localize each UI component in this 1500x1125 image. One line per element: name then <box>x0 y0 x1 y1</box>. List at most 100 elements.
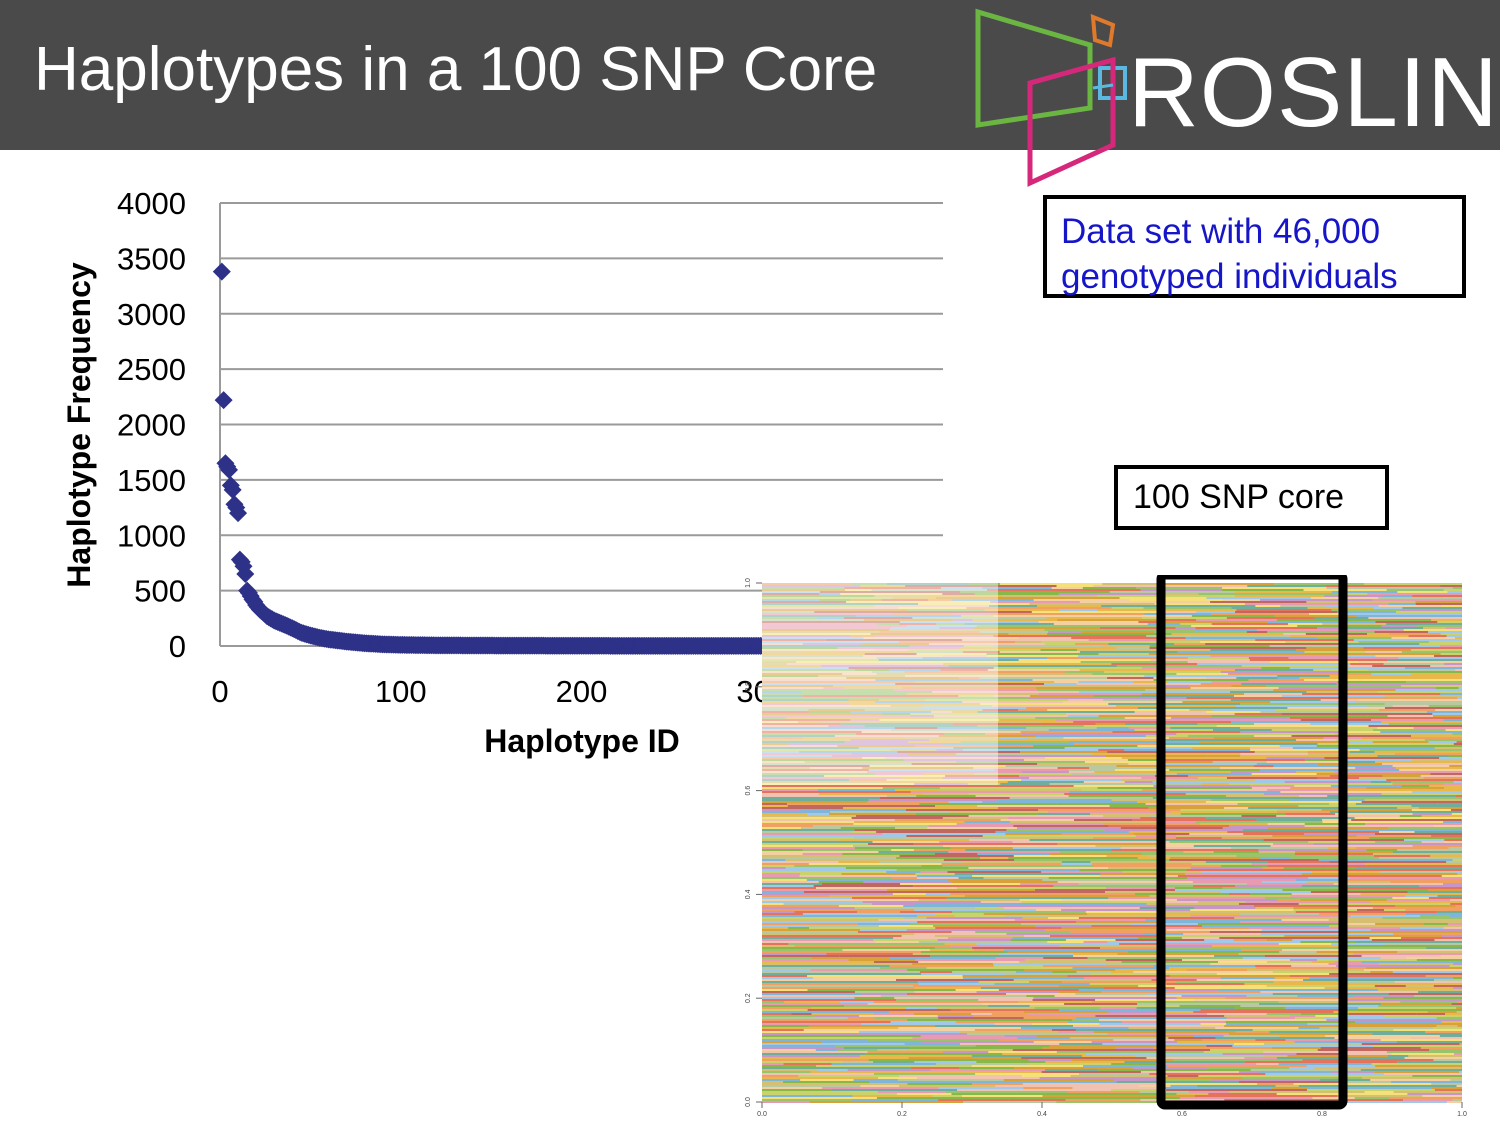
haplotype-segment <box>942 593 975 595</box>
haplotype-segment <box>962 639 1089 641</box>
haplotype-segment <box>762 627 892 629</box>
haplotype-segment <box>1220 767 1356 769</box>
haplotype-segment <box>822 1041 921 1043</box>
haplotype-segment <box>1212 761 1267 763</box>
haplotype-segment <box>987 589 1141 591</box>
haplotype-segment <box>1224 1099 1357 1101</box>
haplotype-segment <box>975 931 1071 933</box>
slide-title: Haplotypes in a 100 SNP Core <box>34 35 878 104</box>
haplotype-segment <box>1267 865 1367 867</box>
haplotype-segment <box>980 703 1109 705</box>
haplotype-segment <box>908 609 985 611</box>
haplotype-segment <box>1164 1077 1243 1079</box>
haplotype-segment <box>943 845 1096 847</box>
haplotype-segment <box>1370 781 1392 783</box>
haplotype-segment <box>1075 643 1109 645</box>
haplotype-segment <box>1343 593 1368 595</box>
haplotype-segment <box>762 967 881 969</box>
haplotype-segment <box>896 999 979 1001</box>
haplotype-segment <box>762 861 839 863</box>
haplotype-segment <box>1020 751 1108 753</box>
haplotype-segment <box>1043 597 1120 599</box>
haplotype-segment <box>936 1007 1035 1009</box>
haplotype-segment <box>918 961 1020 963</box>
haplotype-segment <box>1279 1035 1326 1037</box>
haplotype-segment <box>1407 891 1462 893</box>
haplotype-segment <box>1402 607 1462 609</box>
haplotype-segment <box>1370 1079 1451 1081</box>
haplotype-segment <box>1210 655 1342 657</box>
haplotype-segment <box>1041 871 1123 873</box>
haplotype-segment <box>808 927 936 929</box>
haplotype-segment <box>879 699 925 701</box>
haplotype-segment <box>1215 941 1252 943</box>
haplotype-segment <box>762 893 893 895</box>
haplotype-segment <box>1259 1003 1382 1005</box>
haplotype-segment <box>1443 719 1462 721</box>
haplotype-segment <box>1030 695 1094 697</box>
haplotype-segment <box>1266 1013 1301 1015</box>
haplotype-segment <box>1285 1039 1381 1041</box>
haplotype-segment <box>1458 687 1462 689</box>
haplotype-segment <box>1361 737 1462 739</box>
haplotype-segment <box>1389 633 1441 635</box>
haplotype-segment <box>1142 617 1227 619</box>
haplotype-segment <box>979 857 1009 859</box>
haplotype-segment <box>1169 769 1260 771</box>
haplotype-segment <box>850 635 875 637</box>
haplotype-segment <box>917 697 1029 699</box>
haplotype-segment <box>869 1081 971 1083</box>
haplotype-segment <box>1220 865 1268 867</box>
haplotype-segment <box>1331 609 1400 611</box>
haplotype-segment <box>1118 761 1162 763</box>
haplotype-segment <box>1372 665 1431 667</box>
haplotype-segment <box>1058 1093 1177 1095</box>
haplotype-segment <box>762 1025 809 1027</box>
haplotype-segment <box>1428 889 1462 891</box>
haplotype-segment <box>762 1001 785 1003</box>
haplotype-segment <box>1111 971 1134 973</box>
haplotype-segment <box>762 583 851 585</box>
haplotype-segment <box>849 779 887 781</box>
haplotype-segment <box>971 1065 1084 1067</box>
haplotype-segment <box>1204 939 1234 941</box>
haplotype-segment <box>950 811 1049 813</box>
haplotype-segment <box>948 801 983 803</box>
haplotype-segment <box>921 865 943 867</box>
haplotype-segment <box>794 945 951 947</box>
haplotype-segment <box>1072 967 1170 969</box>
haplotype-segment <box>1002 1053 1086 1055</box>
y-tick-label: 0.2 <box>745 993 752 1003</box>
haplotype-segment <box>1350 915 1421 917</box>
haplotype-segment <box>1433 985 1462 987</box>
haplotype-segment <box>1425 975 1462 977</box>
haplotype-segment <box>1211 681 1338 683</box>
haplotype-segment <box>1121 779 1255 781</box>
haplotype-segment <box>1099 627 1176 629</box>
haplotype-segment <box>1219 937 1370 939</box>
haplotype-segment <box>1441 605 1462 607</box>
haplotype-segment <box>1372 599 1462 601</box>
haplotype-segment <box>1226 617 1315 619</box>
haplotype-segment <box>1023 1017 1076 1019</box>
haplotype-segment <box>762 657 877 659</box>
haplotype-segment <box>1305 759 1341 761</box>
haplotype-segment <box>1411 809 1452 811</box>
y-tick-label: 1500 <box>117 463 186 498</box>
haplotype-segment <box>1220 671 1344 673</box>
haplotype-segment <box>1444 661 1462 663</box>
haplotype-segment <box>1365 967 1462 969</box>
haplotype-segment <box>1393 1029 1462 1031</box>
haplotype-segment <box>1189 833 1244 835</box>
haplotype-segment <box>1240 703 1385 705</box>
haplotype-segment <box>1419 885 1462 887</box>
haplotype-segment <box>1258 851 1295 853</box>
haplotype-segment <box>1227 597 1311 599</box>
haplotype-segment <box>1391 1053 1454 1055</box>
haplotype-segment <box>1445 729 1462 731</box>
haplotype-segment <box>1175 627 1196 629</box>
haplotype-segment <box>1405 985 1434 987</box>
haplotype-segment <box>762 997 855 999</box>
haplotype-segment <box>970 595 1002 597</box>
haplotype-segment <box>1078 681 1134 683</box>
